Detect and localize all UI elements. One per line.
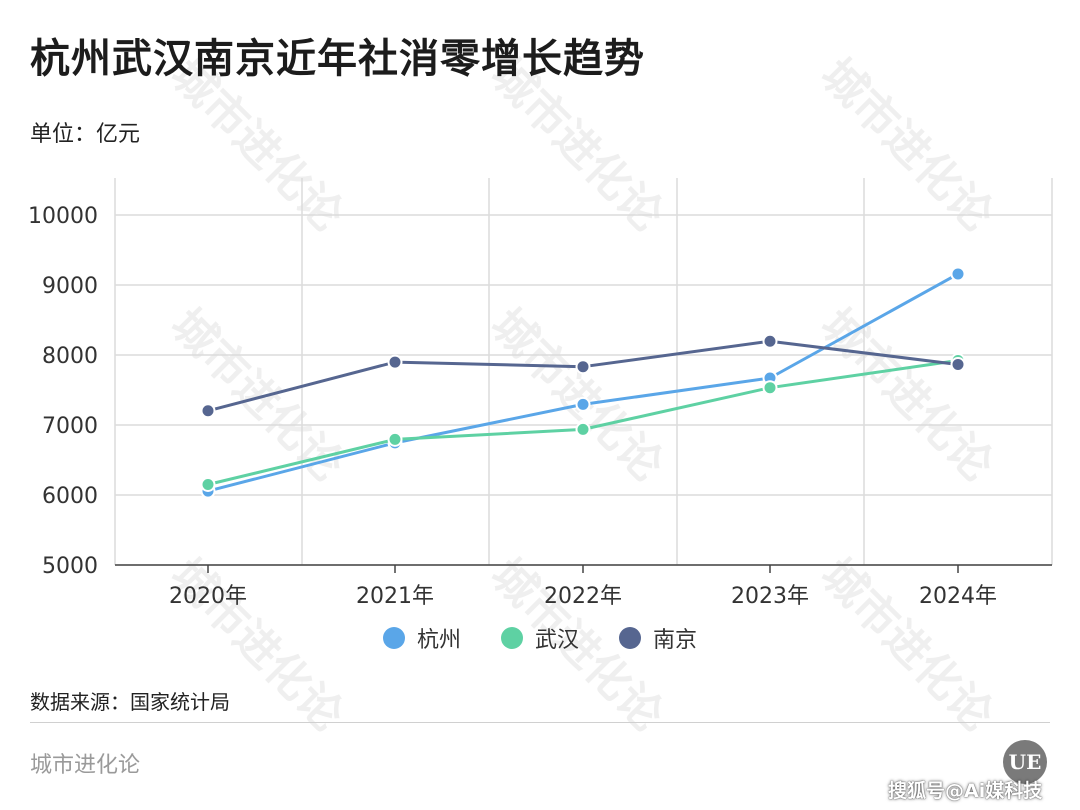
data-point-武汉 (762, 380, 778, 396)
credit-watermark: 搜狐号@Ai媒科技 (888, 780, 1043, 802)
x-tick-label: 2024年 (919, 584, 997, 609)
brand-name: 城市进化论 (30, 753, 141, 778)
chart-legend: 杭州 武汉 南京 (0, 622, 1080, 654)
legend-item: 南京 (619, 622, 697, 654)
data-point-武汉 (200, 477, 216, 492)
y-tick-label: 9000 (42, 274, 98, 299)
brand-logo: UE (1003, 740, 1047, 784)
legend-item: 武汉 (500, 622, 579, 654)
legend-swatch (500, 627, 523, 649)
y-tick-label: 7000 (42, 414, 98, 439)
data-point-杭州 (575, 396, 591, 412)
legend-label: 武汉 (534, 628, 579, 653)
data-point-南京 (762, 333, 778, 349)
y-tick-label: 5000 (42, 554, 98, 579)
y-tick-label: 8000 (42, 344, 98, 369)
data-point-武汉 (575, 421, 591, 437)
data-source: 数据来源：国家统计局 (30, 690, 230, 714)
footer-divider (30, 722, 1050, 723)
legend-swatch (619, 627, 641, 649)
legend-item: 杭州 (382, 622, 461, 654)
x-tick-label: 2021年 (356, 584, 434, 609)
y-tick-label: 10000 (28, 204, 98, 229)
data-point-南京 (387, 354, 403, 370)
x-tick-label: 2022年 (544, 584, 622, 609)
x-tick-label: 2023年 (731, 584, 809, 609)
data-point-南京 (575, 359, 591, 375)
data-point-南京 (200, 403, 216, 419)
line-chart: 5000 6000 7000 8000 9000 10000 2020年 2021年 2022年… (28, 178, 1053, 609)
unit-label: 单位：亿元 (30, 122, 141, 147)
y-tick-label: 6000 (42, 484, 98, 509)
legend-swatch (382, 627, 405, 649)
x-tick-label: 2020年 (169, 584, 247, 609)
data-point-武汉 (387, 431, 403, 447)
chart-title: 杭州武汉南京近年社消零增长趋势 (30, 36, 645, 82)
data-point-南京 (950, 356, 966, 372)
legend-label: 杭州 (416, 628, 461, 653)
data-point-杭州 (950, 266, 966, 282)
legend-label: 南京 (653, 628, 698, 653)
